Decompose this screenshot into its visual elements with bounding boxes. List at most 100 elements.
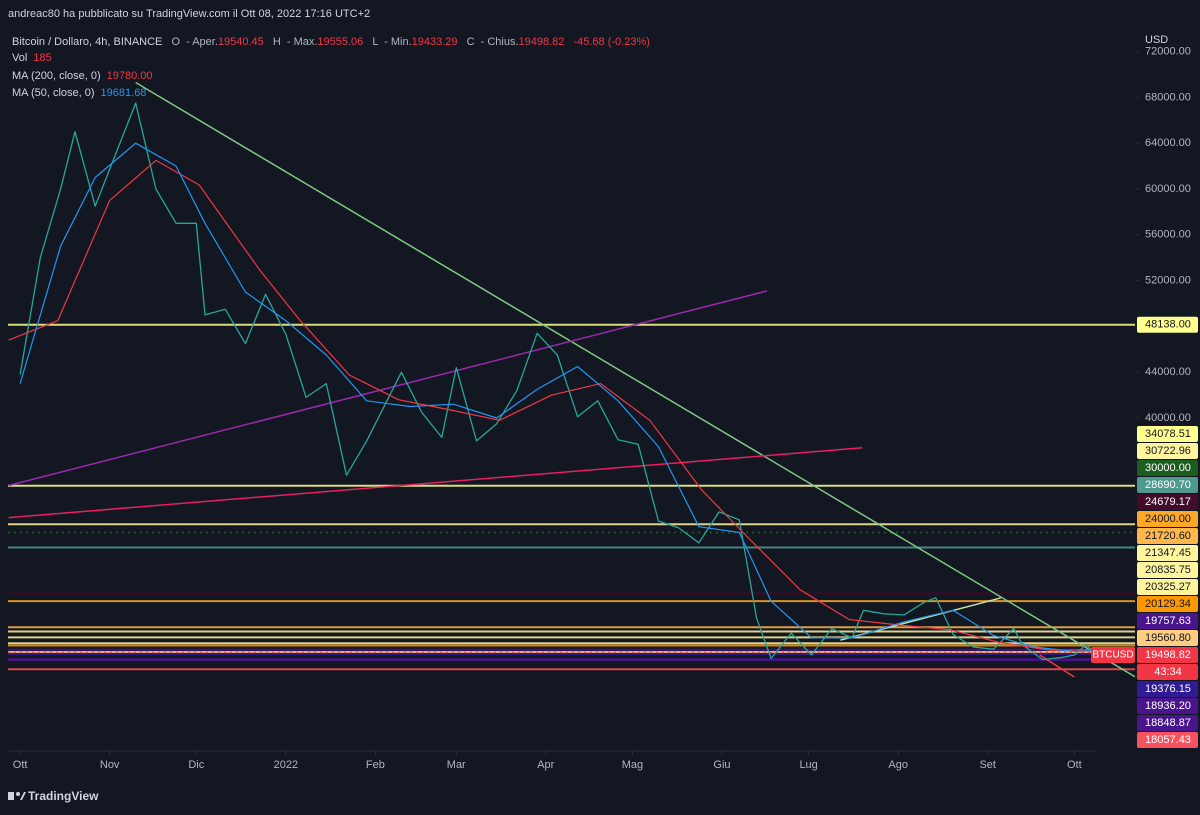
x-tick-label: Mag [622, 759, 643, 771]
y-tick-label: 68000.00 [1145, 91, 1191, 103]
logo [20, 792, 26, 800]
y-tick-label: 40000.00 [1145, 412, 1191, 424]
logo [8, 792, 14, 800]
price-label: 30000.00 [1145, 462, 1191, 474]
published-note: andreac80 ha pubblicato su TradingView.c… [8, 8, 370, 20]
x-tick-label: Ott [1067, 759, 1082, 771]
price-label-box [1137, 579, 1198, 595]
x-tick-label: Lug [799, 759, 817, 771]
price-label-box [1137, 460, 1198, 476]
price-label: 30722.96 [1145, 445, 1191, 457]
price-label-box [1137, 477, 1198, 493]
price-label: 18936.20 [1145, 700, 1191, 712]
plot-area [8, 81, 1135, 678]
y-tick-label: 72000.00 [1145, 46, 1191, 58]
price-label: 19757.63 [1145, 615, 1191, 627]
ohlc-key: O [171, 36, 180, 48]
price-label-box [1137, 732, 1198, 748]
footer: TradingView [8, 789, 99, 803]
countdown: 43:34 [1154, 666, 1182, 678]
ohlc-key: C [467, 36, 475, 48]
ohlc-key: L [372, 36, 378, 48]
trend-line [8, 446, 863, 519]
price-label-box [1137, 494, 1198, 510]
price-label: 34078.51 [1145, 428, 1191, 440]
series-line [19, 102, 1096, 661]
symbol-tag-box [1091, 647, 1135, 663]
x-tick-label: Set [979, 759, 996, 771]
currency: USD [1145, 34, 1168, 46]
price-label: 21720.60 [1145, 530, 1191, 542]
price-label-box [1137, 545, 1198, 561]
y-tick-label: 60000.00 [1145, 183, 1191, 195]
header: andreac80 ha pubblicato su TradingView.c… [8, 8, 650, 99]
ohlc-value: 19433.29 [412, 36, 458, 48]
price-label: 21347.45 [1145, 547, 1191, 559]
price-label-box [1137, 562, 1198, 578]
legend-symbol: Bitcoin / Dollaro, 4h, BINANCE O - Aper.… [12, 36, 650, 48]
vol-value: 185 [33, 52, 51, 64]
price-label-box [1137, 630, 1198, 646]
series-line [8, 159, 1095, 651]
x-tick-label: Feb [366, 759, 385, 771]
price-label-box [1137, 511, 1198, 527]
ohlc-key: H [273, 36, 281, 48]
ma-value: 19780.00 [107, 70, 153, 82]
series-line [19, 142, 1095, 653]
price-label-box [1137, 647, 1198, 663]
legend-volume: Vol 185 [12, 52, 52, 64]
legend-ma50: MA (50, close, 0) 19681.68 [12, 87, 146, 99]
ohlc-name: - Chius. [481, 36, 519, 48]
ohlc-name: - Min. [384, 36, 412, 48]
y-tick-label: 52000.00 [1145, 274, 1191, 286]
price-label-box [1137, 715, 1198, 731]
x-tick-label: Ago [888, 759, 908, 771]
x-tick-label: Dic [188, 759, 204, 771]
price-label-box [1137, 528, 1198, 544]
logo [16, 792, 20, 796]
y-tick-label: 56000.00 [1145, 229, 1191, 241]
ma-value: 19681.68 [101, 87, 147, 99]
ohlc-value: 19540.45 [218, 36, 264, 48]
ma-name: MA (200, close, 0) [12, 70, 101, 82]
vol-label: Vol [12, 52, 27, 64]
price-label: 19498.82 [1145, 649, 1191, 661]
x-tick-label: Giu [713, 759, 730, 771]
symbol-tag: BTCUSD [1092, 650, 1133, 661]
ma-name: MA (50, close, 0) [12, 87, 95, 99]
x-tick-label: Ott [13, 759, 28, 771]
price-label: 20835.75 [1145, 564, 1191, 576]
price-label: 19376.15 [1145, 683, 1191, 695]
price-label: 48138.00 [1145, 319, 1191, 331]
price-label: 18057.43 [1145, 734, 1191, 746]
legend-ma200: MA (200, close, 0) 19780.00 [12, 70, 153, 82]
ohlc-value: 19555.06 [317, 36, 363, 48]
x-tick-label: Nov [100, 759, 120, 771]
change: -45.68 (-0.23%) [573, 36, 649, 48]
ohlc-name: - Aper. [186, 36, 218, 48]
price-label: 24000.00 [1145, 513, 1191, 525]
x-tick-label: Apr [537, 759, 554, 771]
price-label-box [1137, 681, 1198, 697]
price-label: 20325.27 [1145, 581, 1191, 593]
ohlc-value: 19498.82 [519, 36, 565, 48]
price-label-box [1137, 664, 1198, 680]
price-label: 19560.80 [1145, 632, 1191, 644]
trend-line [135, 81, 1135, 678]
price-label-box [1137, 596, 1198, 612]
x-tick-label: Mar [447, 759, 466, 771]
price-label: 20129.34 [1145, 598, 1191, 610]
price-label-box [1137, 443, 1198, 459]
y-tick-label: 64000.00 [1145, 137, 1191, 149]
price-label: 28690.70 [1145, 479, 1191, 491]
price-label-box [1137, 698, 1198, 714]
price-label: 24679.17 [1145, 496, 1191, 508]
brand: TradingView [28, 789, 99, 803]
price-label-box [1137, 316, 1198, 333]
x-tick-label: 2022 [274, 759, 298, 771]
ohlc-name: - Max. [287, 36, 318, 48]
price-label: 18848.87 [1145, 717, 1191, 729]
price-label-box [1137, 426, 1198, 442]
